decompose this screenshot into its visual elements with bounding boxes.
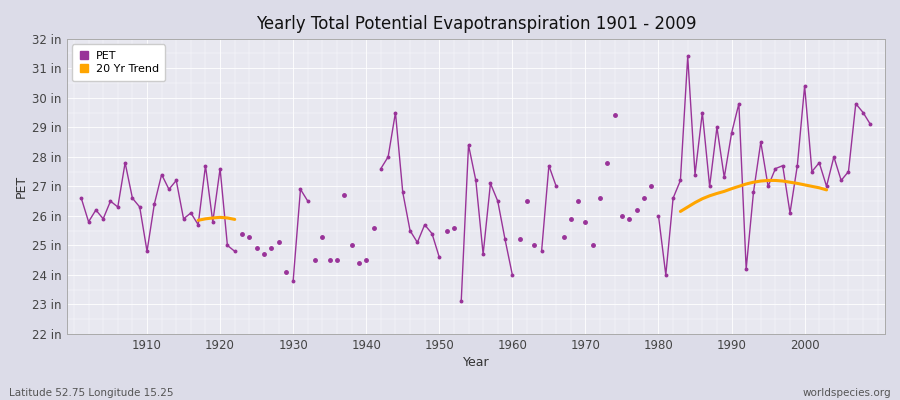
Title: Yearly Total Potential Evapotranspiration 1901 - 2009: Yearly Total Potential Evapotranspiratio… — [256, 15, 696, 33]
Text: worldspecies.org: worldspecies.org — [803, 388, 891, 398]
X-axis label: Year: Year — [463, 356, 489, 369]
Y-axis label: PET: PET — [15, 175, 28, 198]
Legend: PET, 20 Yr Trend: PET, 20 Yr Trend — [72, 44, 166, 81]
Text: Latitude 52.75 Longitude 15.25: Latitude 52.75 Longitude 15.25 — [9, 388, 174, 398]
